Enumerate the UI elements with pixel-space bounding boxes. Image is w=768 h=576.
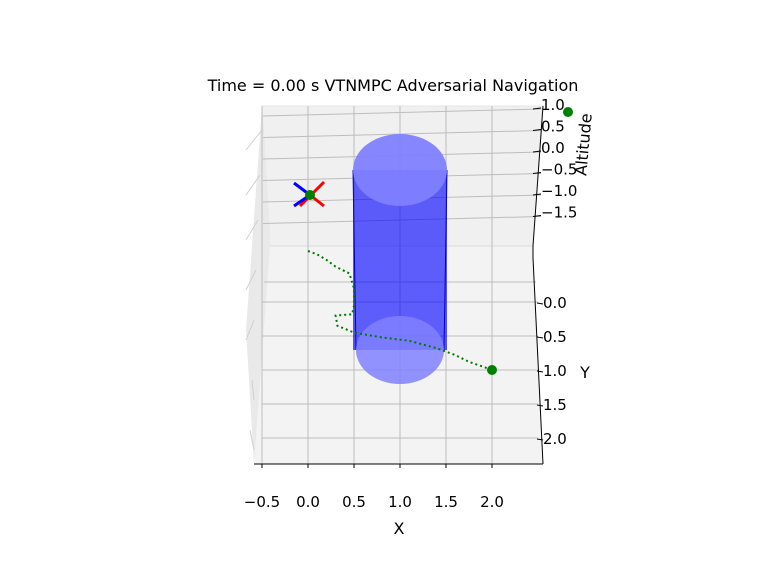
z-tick-label: −0.5 — [541, 161, 577, 179]
side-grid-line — [245, 174, 261, 196]
z-tick-label: −1.5 — [541, 204, 577, 222]
z-axis-line — [532, 105, 544, 247]
x-tick-label: 1.5 — [434, 493, 458, 511]
y-tick-mark — [536, 370, 544, 373]
y-axis-label: Y — [579, 363, 590, 382]
z-grid-line — [262, 130, 542, 138]
cylinder-body-edge — [443, 169, 448, 351]
z-tick-mark — [532, 129, 542, 131]
z-axis-label: Altitude — [571, 113, 595, 177]
side-grid-line — [251, 379, 255, 401]
x-axis-label: X — [394, 519, 405, 538]
side-wall-pane — [246, 106, 270, 464]
y-tick-mark — [536, 438, 544, 441]
z-tick-mark — [532, 172, 542, 174]
y-tick-label: 1.0 — [543, 362, 567, 380]
y-tick-mark — [536, 404, 544, 407]
z-tick-label: −1.0 — [541, 182, 577, 200]
cylinder-obstacle — [352, 134, 448, 384]
y-tick-mark — [536, 302, 544, 305]
z-tick-mark — [532, 215, 542, 217]
x-tick-label: −0.5 — [244, 493, 280, 511]
z-tick-label: 0.0 — [541, 139, 565, 157]
start-point — [487, 365, 497, 375]
side-grid-line — [245, 129, 263, 151]
z-tick-mark — [532, 150, 542, 153]
y-axis-line — [532, 257, 544, 465]
x-tick-label: 0.0 — [296, 493, 320, 511]
x-tick-label: 2.0 — [480, 493, 504, 511]
path-line — [307, 250, 493, 371]
y-tick-label: 0.5 — [543, 328, 567, 346]
side-grid-line — [245, 319, 255, 341]
z-tick-label: 1.0 — [541, 96, 565, 114]
side-grid-line — [245, 269, 257, 291]
tick-labels: −0.5 0.0 0.5 1.0 1.5 2.0 0.0 0.5 1.0 1.5 2.0 1.0 0.5… — [244, 96, 578, 511]
cylinder-top-cap — [353, 134, 447, 206]
side-grid-line — [249, 429, 255, 451]
x-tick-label: 0.5 — [342, 493, 366, 511]
y-tick-label: 2.0 — [543, 430, 567, 448]
x-tick-label: 1.0 — [388, 493, 412, 511]
chart-title: Time = 0.00 s VTNMPC Adversarial Navigat… — [207, 76, 579, 95]
z-grid-line — [262, 108, 542, 117]
y-tick-label: 0.0 — [543, 294, 567, 312]
drone-marker — [293, 180, 326, 208]
side-grid-line — [245, 219, 259, 241]
z-tick-mark — [532, 193, 542, 196]
drone-center — [305, 190, 315, 200]
z-tick-label: 0.5 — [541, 118, 565, 136]
y-tick-label: 1.5 — [543, 396, 567, 414]
y-tick-mark — [536, 336, 544, 339]
trajectory — [307, 250, 493, 371]
cylinder-body-edge — [352, 169, 357, 351]
cylinder-bottom-cap — [356, 316, 444, 384]
z-tick-mark — [532, 107, 542, 110]
altitude-marker — [563, 107, 573, 117]
